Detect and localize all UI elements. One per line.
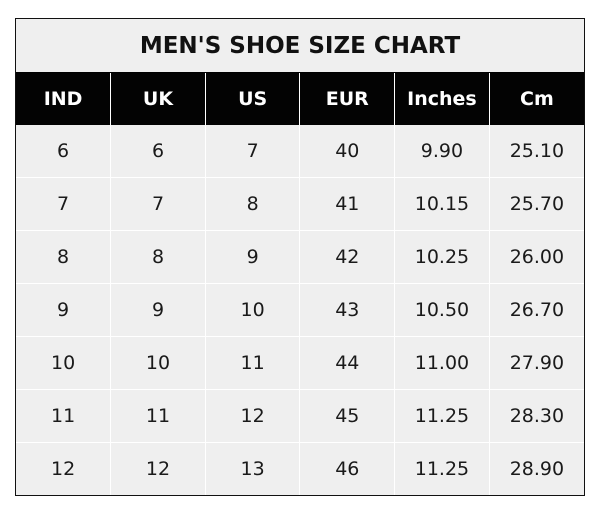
cell-eur: 44: [299, 336, 395, 390]
cell-eur: 45: [299, 389, 395, 443]
cell-uk: 10: [110, 336, 206, 390]
size-table: IND UK US EUR Inches Cm 6 6 7 40 9.90 25.10 7 7 8 41 10…: [16, 73, 584, 495]
cell-eur: 41: [299, 177, 395, 231]
column-header-us: US: [204, 73, 300, 125]
table-row: 8 8 9 42 10.25 26.00: [16, 230, 584, 284]
cell-us: 10: [204, 283, 300, 337]
cell-uk: 11: [110, 389, 206, 443]
cell-ind: 8: [16, 230, 111, 284]
table-row: 6 6 7 40 9.90 25.10: [16, 125, 584, 178]
cell-eur: 43: [299, 283, 395, 337]
cell-us: 13: [204, 442, 300, 495]
cell-us: 11: [204, 336, 300, 390]
cell-inches: 10.25: [394, 230, 490, 284]
cell-inches: 11.00: [394, 336, 490, 390]
header-row: IND UK US EUR Inches Cm: [16, 73, 584, 125]
cell-uk: 9: [110, 283, 206, 337]
cell-us: 7: [204, 125, 300, 178]
column-header-eur: EUR: [299, 73, 395, 125]
cell-cm: 25.10: [488, 125, 584, 178]
table-row: 10 10 11 44 11.00 27.90: [16, 336, 584, 390]
cell-uk: 7: [110, 177, 206, 231]
table-row: 9 9 10 43 10.50 26.70: [16, 283, 584, 337]
table-row: 11 11 12 45 11.25 28.30: [16, 389, 584, 443]
table-row: 7 7 8 41 10.15 25.70: [16, 177, 584, 231]
cell-inches: 10.15: [394, 177, 490, 231]
cell-inches: 11.25: [394, 442, 490, 495]
cell-cm: 28.30: [488, 389, 584, 443]
cell-cm: 25.70: [488, 177, 584, 231]
cell-cm: 26.70: [488, 283, 584, 337]
column-header-cm: Cm: [488, 73, 584, 125]
column-header-inches: Inches: [394, 73, 490, 125]
cell-ind: 9: [16, 283, 111, 337]
cell-us: 9: [204, 230, 300, 284]
cell-cm: 27.90: [488, 336, 584, 390]
cell-inches: 11.25: [394, 389, 490, 443]
cell-uk: 8: [110, 230, 206, 284]
cell-inches: 9.90: [394, 125, 490, 178]
cell-us: 8: [204, 177, 300, 231]
chart-title: MEN'S SHOE SIZE CHART: [16, 19, 584, 73]
cell-cm: 28.90: [488, 442, 584, 495]
cell-eur: 46: [299, 442, 395, 495]
column-header-uk: UK: [110, 73, 206, 125]
cell-us: 12: [204, 389, 300, 443]
cell-ind: 6: [57, 140, 70, 162]
cell-inches: 10.50: [394, 283, 490, 337]
cell-cm: 26.00: [488, 230, 584, 284]
cell-uk: 12: [110, 442, 206, 495]
size-chart-table: MEN'S SHOE SIZE CHART IND UK US EUR Inches Cm…: [15, 18, 585, 496]
cell-eur: 40: [299, 125, 395, 178]
cell-ind: 7: [16, 177, 111, 231]
column-header-ind: IND: [16, 73, 111, 125]
cell-ind: 11: [16, 389, 111, 443]
cell-eur: 42: [299, 230, 395, 284]
cell-ind: 12: [16, 442, 111, 495]
table-row: 12 12 13 46 11.25 28.90: [16, 442, 584, 495]
cell-ind: 10: [16, 336, 111, 390]
cell-uk: 6: [110, 125, 206, 178]
